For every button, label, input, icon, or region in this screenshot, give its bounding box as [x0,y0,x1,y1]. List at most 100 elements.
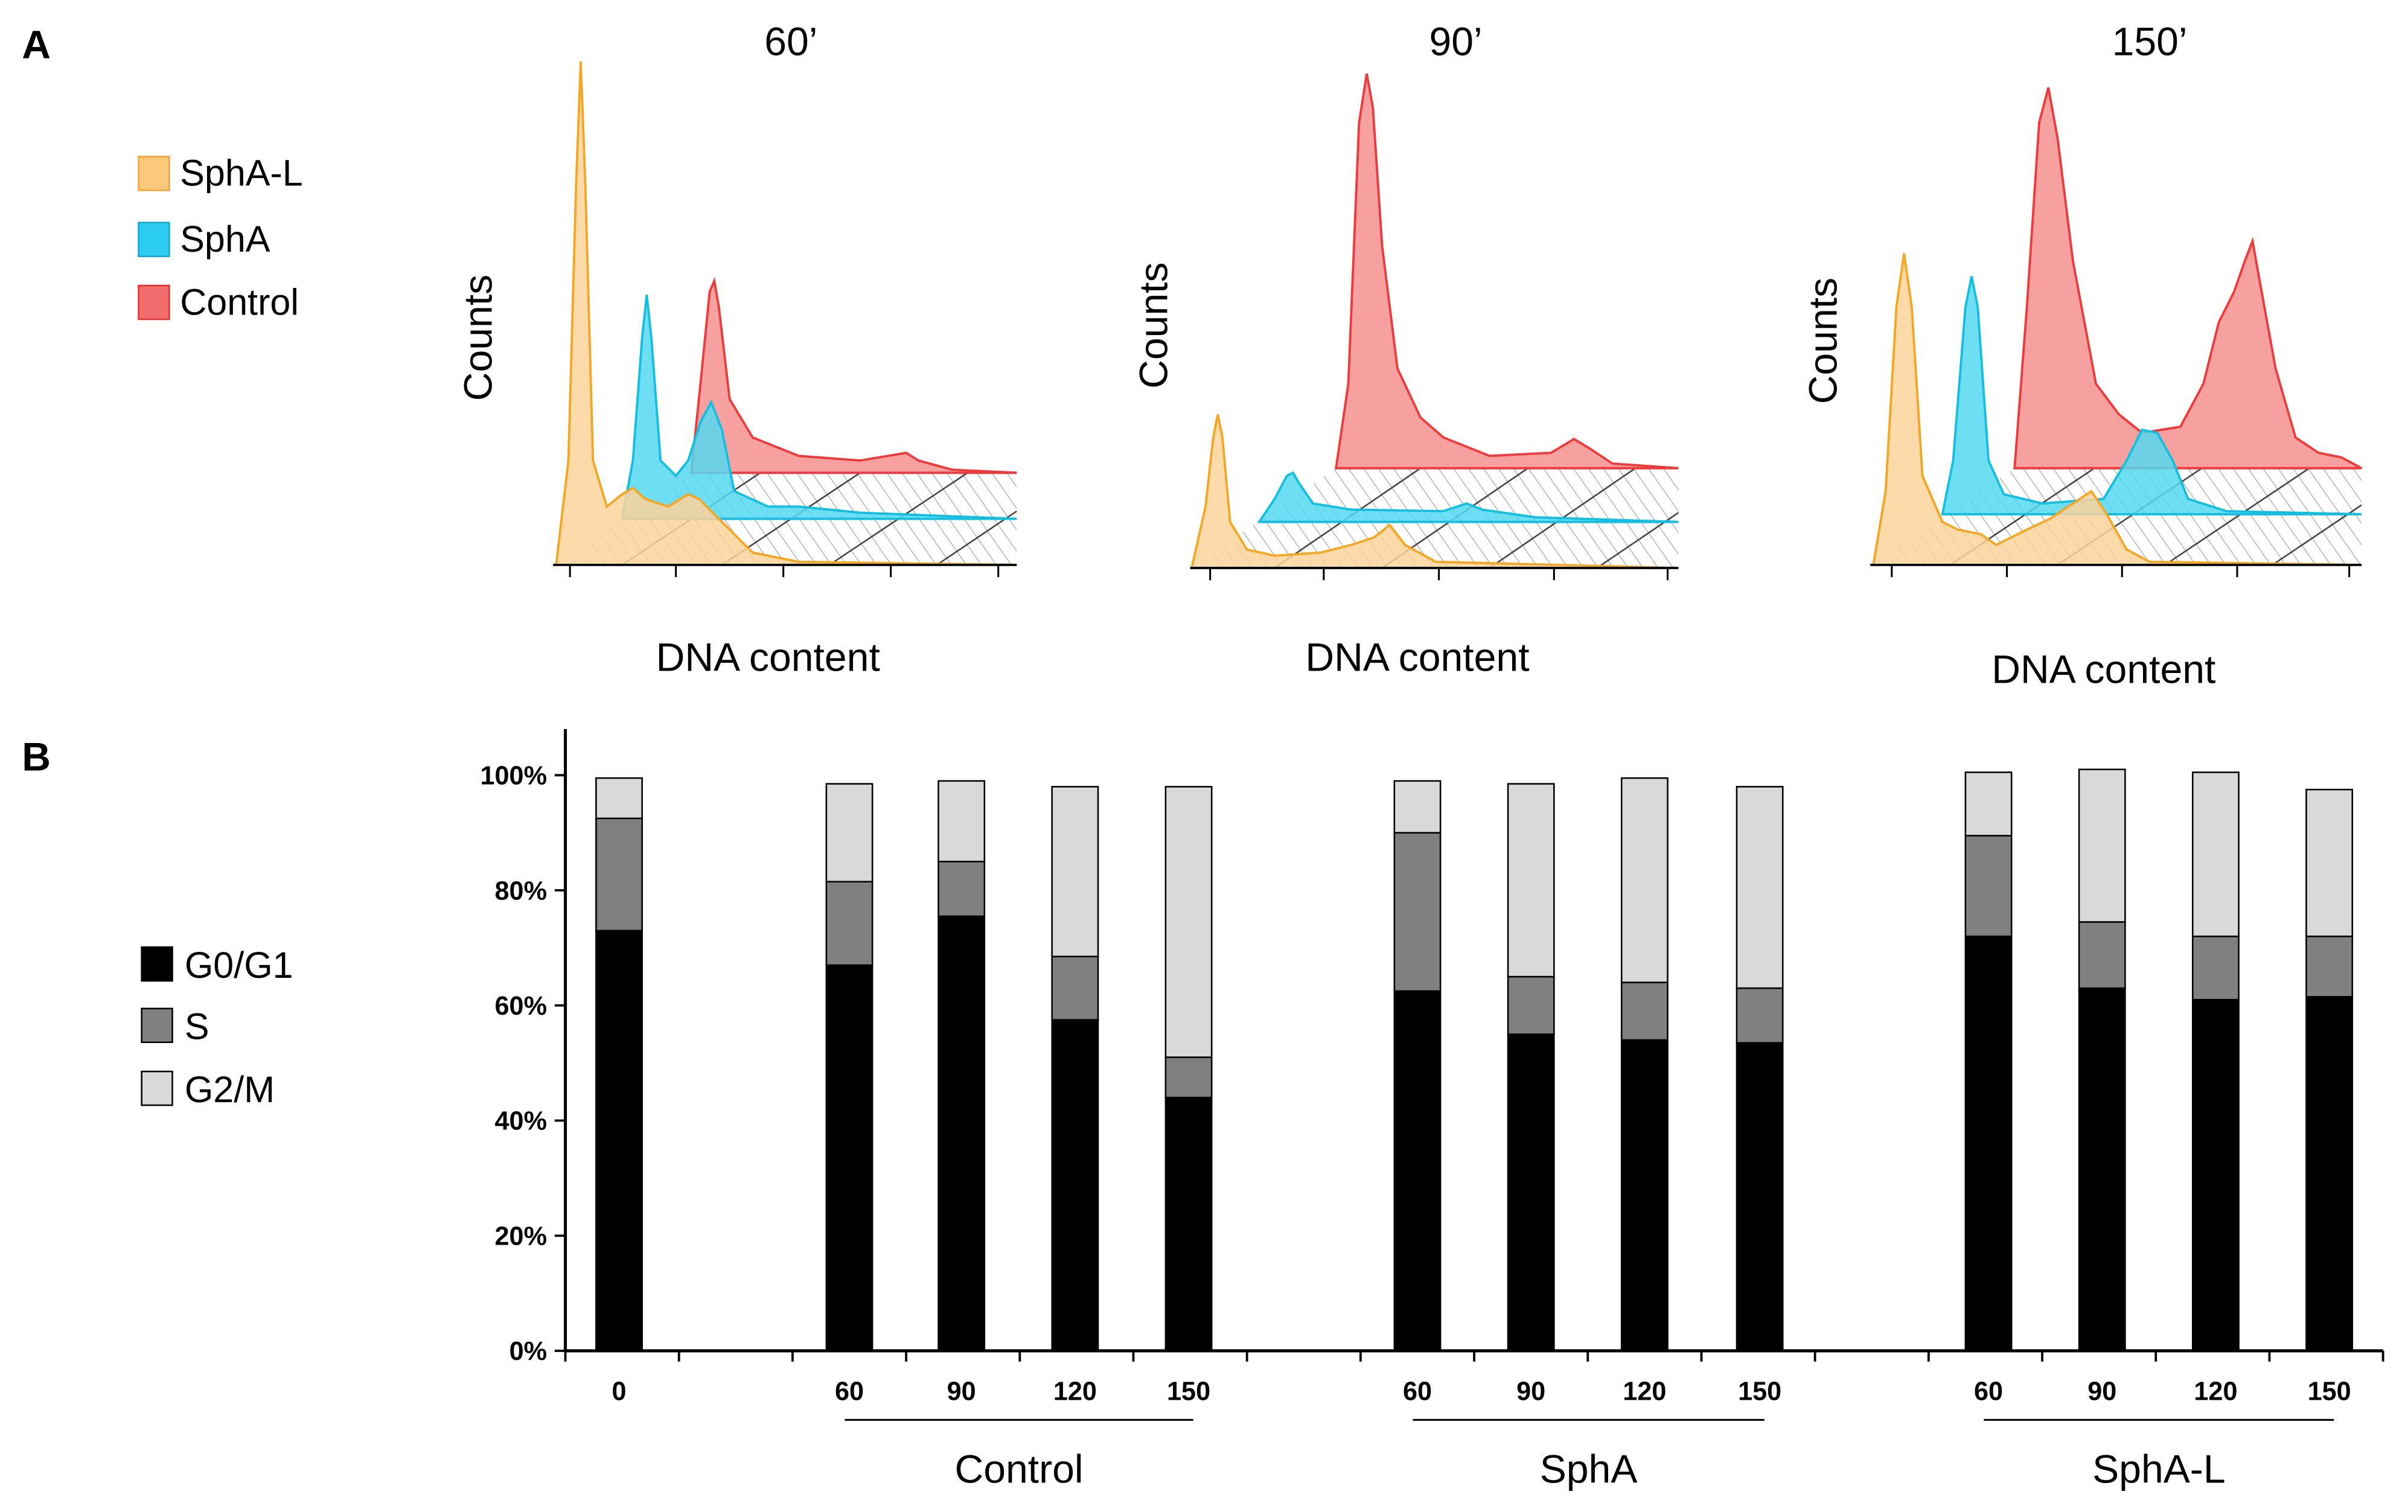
group-label: SphA-L [2092,1447,2226,1492]
legend-label-g2m: G2/M [185,1069,275,1110]
x-axis-ticks [569,564,1000,578]
histogram-title: 90’ [1429,20,1482,65]
histogram-title: 60’ [764,20,817,65]
y-tick-label: 100% [480,762,547,791]
bar-segment-g0g1 [1507,1033,1555,1352]
bar-segment-g0g1 [1393,990,1442,1352]
bar-segment-s [1620,981,1669,1041]
stacked-bar-chart: 0% 20% 40% 60% 80% 100% 0 60 90 120 150 60 90 120 150 6… [480,729,2384,1492]
bar-segment-s [2078,921,2126,989]
spha-histogram [1941,276,2362,515]
bar-segment-g0g1 [2305,996,2354,1352]
bar-segment-g0g1 [1620,1039,1669,1352]
legend-label-s: S [185,1006,209,1047]
histogram-150: 150’ Counts DNA content [1801,20,2362,692]
bar-segment-g0g1 [937,915,986,1352]
bar-segment-g2m [825,783,873,882]
x-tick-label: 60 [1974,1377,2003,1406]
bar-segment-s [2305,936,2354,998]
x-axis-label: DNA content [1991,648,2215,692]
bar-segment-g0g1 [2078,987,2126,1352]
x-tick-label: 120 [2194,1377,2237,1406]
y-axis-label: Counts [456,275,500,401]
bar-segment-s [1507,975,1555,1035]
legend-swatch-g2m [141,1070,173,1106]
x-tick-label: 90 [947,1377,976,1406]
bar-segment-s [1736,987,1784,1044]
legend-swatch-s [141,1007,173,1044]
panel-b-letter: B [22,735,51,780]
bar-segment-g2m [2078,768,2126,923]
x-tick-label: 60 [1403,1377,1432,1406]
bar-segment-s [1393,832,1442,992]
bar-segment-g2m [595,777,643,820]
spha-l-histogram [1872,253,2362,566]
bar-segment-s [595,817,643,932]
x-axis-label: DNA content [656,635,880,680]
bar-segment-s [2192,936,2240,1001]
bar-segment-g2m [1051,786,1099,957]
y-tick-label: 80% [495,876,548,905]
y-tick-label: 40% [495,1107,548,1136]
legend-swatch-spha-l [138,156,170,191]
bar-segment-g0g1 [1964,936,2013,1352]
x-axis-ticks [1209,567,1669,581]
panel-a-letter: A [22,23,51,68]
x-tick-label: 120 [1623,1377,1666,1406]
x-tick-label: 150 [2308,1377,2351,1406]
bar-segment-g0g1 [825,964,873,1352]
bar-segment-s [937,861,986,917]
x-tick-label: 60 [835,1377,864,1406]
x-tick-label: 90 [1516,1377,1545,1406]
spha-histogram [1257,471,1679,523]
legend-label-spha: SphA [180,219,270,260]
group-label: Control [954,1447,1083,1492]
bar-segment-g2m [1164,786,1213,1058]
y-tick-label: 20% [495,1222,548,1251]
bar-segment-s [1051,955,1099,1021]
x-tick-label: 150 [1167,1377,1210,1406]
legend-swatch-spha [138,222,170,257]
bar-segment-s [1964,835,2013,937]
control-histogram [689,276,1017,474]
control-histogram [1335,73,1679,470]
x-axis-label: DNA content [1305,635,1529,680]
x-tick-label: 150 [1738,1377,1781,1406]
spha-histogram [621,295,1017,520]
x-tick-label: 90 [2087,1377,2116,1406]
bar-legend: G0/G1 S G2/M [141,945,293,1110]
legend-label-g0g1: G0/G1 [185,945,293,986]
bar-segment-g0g1 [595,930,643,1352]
legend-label-spha-l: SphA-L [180,153,303,194]
y-axis-label: Counts [1801,278,1845,404]
histogram-60: 60’ Counts DNA content [456,20,1017,680]
bar-segment-g2m [937,780,986,863]
bar-segment-g2m [1736,786,1784,989]
histogram-90: 90’ Counts DNA content [1131,20,1679,680]
bar-segment-g2m [1620,777,1669,983]
spha-l-histogram [555,61,1017,566]
legend-swatch-control [138,284,170,321]
bar-segment-g0g1 [1164,1097,1213,1352]
bar-segment-g0g1 [1736,1042,1784,1352]
bar-segment-s [825,881,873,966]
bar-segment-g2m [2305,788,2354,937]
bar-segment-g0g1 [2192,998,2240,1352]
histogram-legend: SphA-L SphA Control [138,153,303,322]
control-histogram [2013,87,2362,470]
bar-segment-g2m [2192,771,2240,937]
bar-segment-g2m [1964,771,2013,837]
x-tick-label: 120 [1053,1377,1097,1406]
legend-label-control: Control [180,281,299,322]
x-axis-ticks [1891,564,2351,578]
y-axis-label: Counts [1131,262,1176,388]
bar-segment-g0g1 [1051,1019,1099,1352]
bar-segment-g2m [1393,780,1442,834]
group-label: SphA [1540,1447,1638,1492]
legend-swatch-g0g1 [141,946,173,982]
bar-segment-g2m [1507,783,1555,978]
x-tick-label: 0 [612,1377,627,1406]
histogram-title: 150’ [2112,20,2188,65]
y-tick-label: 60% [495,992,548,1021]
